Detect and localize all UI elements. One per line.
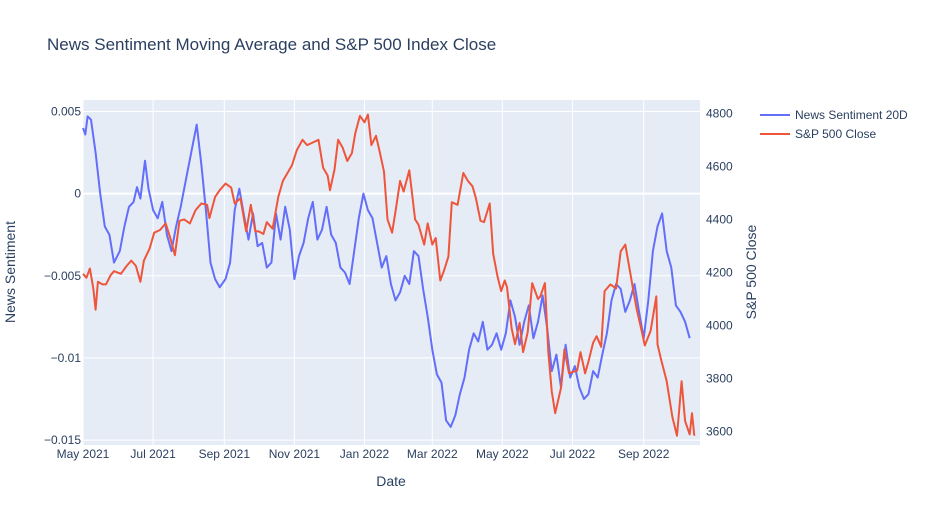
y-axis-left-label: News Sentiment — [2, 221, 18, 323]
plot-area — [83, 100, 700, 445]
legend-item-news-sentiment[interactable]: News Sentiment 20D — [760, 108, 908, 122]
x-tick-label: May 2021 — [57, 447, 110, 461]
series-line-news-sentiment[interactable] — [82, 115, 691, 428]
x-tick-label: Jul 2021 — [130, 447, 176, 461]
x-axis-label: Date — [376, 473, 406, 489]
y-left-tick-label: 0.005 — [51, 105, 81, 119]
series-lines — [82, 113, 696, 437]
x-tick-label: Jul 2022 — [550, 447, 596, 461]
x-axis-ticks: May 2021 Jul 2021 Sep 2021 Nov 2021 Jan 2022… — [57, 447, 670, 461]
legend-label-sp500: S&P 500 Close — [795, 127, 876, 141]
y-left-tick-label: −0.015 — [44, 433, 81, 447]
legend[interactable]: News Sentiment 20D S&P 500 Close — [760, 108, 908, 141]
y-right-tick-label: 3800 — [706, 372, 733, 386]
x-tick-label: Sep 2021 — [199, 447, 251, 461]
legend-label-news-sentiment: News Sentiment 20D — [795, 108, 908, 122]
y-right-tick-label: 4400 — [706, 212, 733, 226]
y-left-tick-label: −0.01 — [51, 351, 82, 365]
y-axis-left-ticks: 0.005 0 −0.005 −0.01 −0.015 — [44, 105, 81, 448]
y-axis-right-label: S&P 500 Close — [743, 224, 759, 319]
y-right-tick-label: 4000 — [706, 319, 733, 333]
chart-title: News Sentiment Moving Average and S&P 50… — [47, 35, 496, 54]
y-right-tick-label: 3600 — [706, 425, 733, 439]
x-tick-label: Mar 2022 — [407, 447, 458, 461]
y-right-tick-label: 4200 — [706, 266, 733, 280]
x-tick-label: Jan 2022 — [340, 447, 390, 461]
y-axis-right-ticks: 4800 4600 4400 4200 4000 3800 3600 — [706, 106, 733, 438]
x-tick-label: Sep 2022 — [618, 447, 670, 461]
y-left-tick-label: −0.005 — [44, 269, 81, 283]
y-right-tick-label: 4800 — [706, 106, 733, 120]
grid — [82, 100, 700, 445]
series-line-sp500[interactable] — [82, 113, 696, 437]
x-tick-label: May 2022 — [476, 447, 529, 461]
x-tick-label: Nov 2021 — [269, 447, 321, 461]
legend-item-sp500[interactable]: S&P 500 Close — [760, 127, 876, 141]
y-right-tick-label: 4600 — [706, 159, 733, 173]
y-left-tick-label: 0 — [74, 187, 81, 201]
